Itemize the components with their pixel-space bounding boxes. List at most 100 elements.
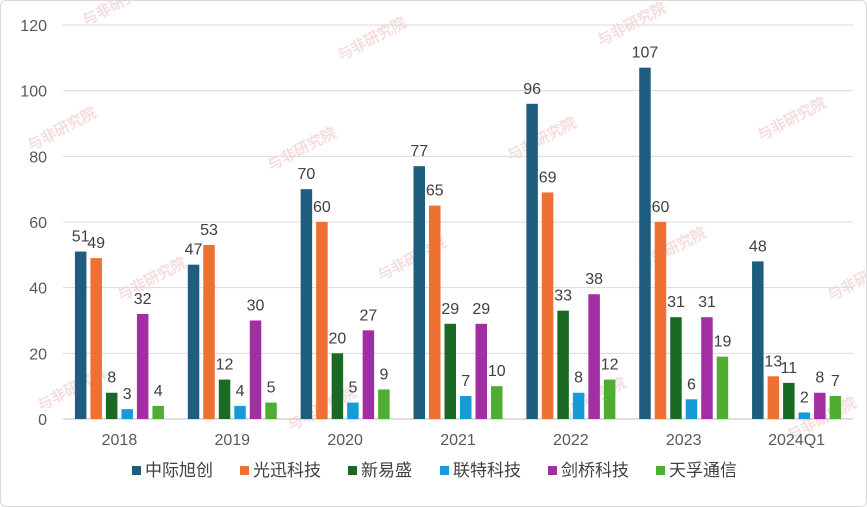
legend-item[interactable]: 剑桥科技: [548, 461, 629, 480]
x-tick-label: 2023: [666, 432, 702, 449]
grid-lines: [63, 24, 853, 420]
bar: [572, 392, 585, 419]
data-label: 12: [216, 357, 234, 374]
legend[interactable]: 中际旭创 光迅科技 新易盛 联特科技 剑桥科技 天孚通信: [132, 461, 737, 480]
legend-item[interactable]: 中际旭创: [132, 461, 213, 480]
data-label: 9: [379, 366, 388, 383]
data-label: 8: [815, 370, 824, 387]
data-label: 60: [313, 199, 331, 216]
legend-label: 新易盛: [361, 461, 412, 480]
bar: [152, 405, 164, 419]
legend-swatch: [548, 466, 557, 475]
bar: [603, 379, 616, 419]
bar: [429, 205, 441, 419]
data-label: 48: [749, 238, 767, 255]
bar: [331, 353, 344, 419]
bar: [347, 402, 359, 419]
data-label: 4: [154, 383, 163, 400]
data-label: 6: [687, 376, 696, 393]
legend-item[interactable]: 光迅科技: [240, 461, 321, 480]
data-label: 32: [134, 291, 152, 308]
bar: [798, 412, 811, 419]
bar: [105, 392, 118, 419]
data-label: 96: [523, 81, 541, 98]
data-label: 60: [652, 199, 670, 216]
data-label: 7: [831, 373, 840, 390]
data-label: 20: [328, 330, 346, 347]
legend-swatch: [440, 466, 449, 475]
legend-item[interactable]: 联特科技: [440, 461, 521, 480]
watermark: 与非研究院: [504, 113, 579, 164]
x-tick-label: 2024Q1: [768, 432, 825, 449]
watermark: 与非研究院: [114, 253, 189, 304]
x-tick-label: 2022: [553, 432, 589, 449]
bar: [526, 103, 538, 420]
bar: [413, 166, 425, 419]
bar: [249, 320, 262, 419]
bar: [74, 251, 87, 419]
bar: [316, 222, 328, 419]
bar: [444, 323, 456, 419]
data-label: 8: [574, 370, 583, 387]
bar: [121, 409, 133, 419]
y-tick-label: 40: [29, 281, 47, 298]
bar: [234, 405, 246, 419]
data-label: 29: [472, 301, 490, 318]
bar: [203, 244, 215, 419]
data-label: 33: [554, 288, 572, 305]
bar: [218, 379, 231, 419]
legend-label: 天孚通信: [669, 461, 737, 480]
legend-label: 联特科技: [453, 461, 521, 480]
data-label: 4: [236, 383, 245, 400]
legend-label: 光迅科技: [253, 461, 321, 480]
bar: [767, 376, 780, 419]
data-label: 107: [632, 45, 659, 62]
data-label: 51: [72, 229, 90, 246]
data-label: 27: [359, 307, 377, 324]
bar: [541, 192, 554, 419]
data-label: 31: [698, 294, 716, 311]
legend-item[interactable]: 新易盛: [348, 461, 412, 480]
legend-item[interactable]: 天孚通信: [656, 461, 737, 480]
y-tick-label: 100: [20, 84, 47, 101]
bar: [475, 323, 487, 419]
legend-swatch: [132, 466, 141, 475]
legend-label: 剑桥科技: [561, 461, 629, 480]
bar: [716, 356, 729, 419]
data-label: 53: [200, 222, 218, 239]
y-tick-label: 0: [38, 412, 47, 429]
data-label: 5: [348, 380, 357, 397]
data-label: 11: [781, 360, 798, 377]
data-label: 3: [123, 386, 132, 403]
bar: [90, 258, 102, 419]
data-label: 2: [800, 389, 809, 406]
data-label: 5: [267, 380, 276, 397]
bar: [670, 317, 682, 419]
bar: [685, 399, 698, 419]
data-label: 47: [185, 242, 203, 259]
data-label: 8: [107, 370, 116, 387]
x-tick-label: 2021: [440, 432, 476, 449]
bar: [378, 389, 390, 419]
bar: [701, 317, 713, 419]
data-label: 77: [410, 143, 428, 160]
data-label: 69: [539, 169, 557, 186]
bar: [187, 264, 200, 419]
bar-series: [74, 67, 842, 420]
x-tick-label: 2020: [327, 432, 363, 449]
data-label: 49: [87, 235, 105, 252]
watermark: 与非研究院: [334, 13, 409, 64]
legend-label: 中际旭创: [145, 461, 213, 480]
legend-swatch: [240, 466, 249, 475]
data-label: 10: [488, 363, 506, 380]
data-label: 13: [764, 353, 782, 370]
bar: [752, 261, 764, 419]
y-axis: 0 20 40 60 80 100 120: [20, 18, 47, 429]
y-tick-label: 80: [29, 149, 47, 166]
data-labels: 5149833244753124305706020527977652972910…: [72, 45, 840, 407]
data-label: 29: [441, 301, 459, 318]
bar: [136, 313, 149, 419]
bar: [460, 396, 472, 419]
x-tick-label: 2019: [214, 432, 250, 449]
